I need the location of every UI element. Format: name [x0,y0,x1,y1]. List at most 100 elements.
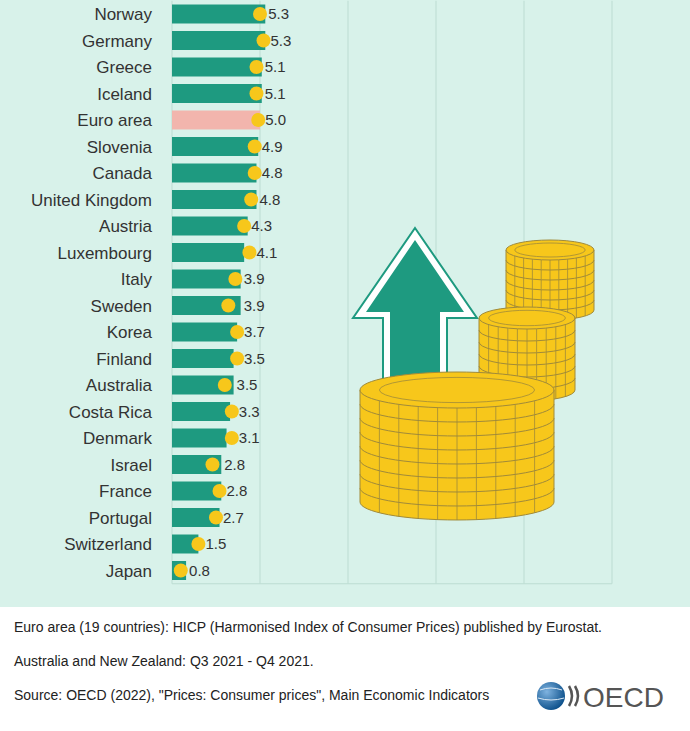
category-label: Switzerland [64,535,152,554]
coin-ridge [507,328,508,340]
coin-ridge [515,502,516,516]
bar [172,137,258,156]
coin-ridge [498,327,499,339]
coin-ridge [517,365,518,377]
coin-ridge [476,506,477,520]
coin-ridge [534,471,535,485]
logo: OECD [537,682,664,713]
coin-ridge [555,327,556,339]
coin-ridge [515,432,516,446]
bar [172,111,260,130]
coin-ridge [523,288,524,298]
category-label: Austria [99,217,152,236]
dot [253,7,267,21]
background [0,0,690,607]
coin-ridge [476,408,477,422]
coin-ridge [565,325,566,337]
dot [225,405,239,419]
coin-ridge [523,298,524,308]
data-label: 5.3 [268,5,289,22]
coin-ridge [495,490,496,504]
coin-ridge [576,308,577,318]
data-label: 3.5 [244,350,265,367]
data-label: 5.3 [271,32,292,49]
coin-ridge [495,462,496,476]
coin-ridge [398,488,399,502]
bar [172,402,230,421]
coin-ridge [515,446,516,460]
coin-ridge [379,429,380,443]
coin-ridge [576,278,577,288]
coin-ridge [536,365,537,377]
bar [172,190,256,209]
dot [248,140,262,154]
coin-ridge [498,351,499,363]
coin-ridge [498,339,499,351]
data-label: 5.0 [265,111,286,128]
dot [205,458,219,472]
coin-ridge [558,270,559,280]
coin-ridge [515,460,516,474]
bar [172,243,244,262]
dot [174,564,188,578]
note: Source: OECD (2022), "Prices: Consumer p… [14,687,489,703]
coin-ridge [495,420,496,434]
globe-lines [538,688,564,700]
coin-ridge [576,298,577,308]
grid-line [348,1,349,584]
coin-ridge [555,387,556,399]
coin-ridge [418,462,419,476]
coin-ridge [534,429,535,443]
coin-top [479,307,575,329]
coin-ridge [517,353,518,365]
data-label: 3.1 [239,429,260,446]
coin-ridge [398,404,399,418]
coin-ridge [457,436,458,450]
coin-ridge [398,474,399,488]
coin-ridge [495,434,496,448]
coin-ridge [457,492,458,506]
coin-ridge [534,499,535,513]
coin-ridge [418,476,419,490]
coin-ridge [527,365,528,377]
category-label: Denmark [83,429,152,448]
coin-ridge [437,450,438,464]
category-label: Luxembourg [57,244,152,263]
coin-ridge [576,258,577,268]
coin-ridge [546,328,547,340]
coin-ridge [488,361,489,373]
data-label: 3.5 [237,376,258,393]
labels: NorwayGermanyGreeceIcelandEuro areaSlove… [31,5,291,581]
coin-ridge [476,492,477,506]
note: Australia and New Zealand: Q3 2021 - Q4 … [14,653,314,669]
coin-ridge [379,457,380,471]
coin-ridge [532,279,533,289]
coin-ridge [546,364,547,376]
coin-ridge [585,306,586,316]
coin-ridge [514,256,515,266]
coin-ridge [565,385,566,397]
logo-arc [569,686,572,706]
coin-ridge [527,353,528,365]
coin-ridge [495,504,496,518]
logo-arc [575,686,578,706]
dot [230,352,244,366]
coin-ridge [523,268,524,278]
bar [172,84,262,103]
data-label: 4.1 [256,244,277,261]
coin-ridge [576,288,577,298]
coin-top [506,240,594,260]
coin-ridge [476,422,477,436]
coin-ridge [457,450,458,464]
coin-ridge [523,258,524,268]
dot [218,378,232,392]
coin-ridge [565,349,566,361]
data-label: 4.9 [262,138,283,155]
coin-ridge [457,478,458,492]
data-label: 0.8 [189,562,210,579]
category-label: Iceland [97,85,152,104]
dot [225,431,239,445]
dot [248,166,262,180]
note: Euro area (19 countries): HICP (Harmonis… [14,619,602,635]
coin-ridge [437,408,438,422]
